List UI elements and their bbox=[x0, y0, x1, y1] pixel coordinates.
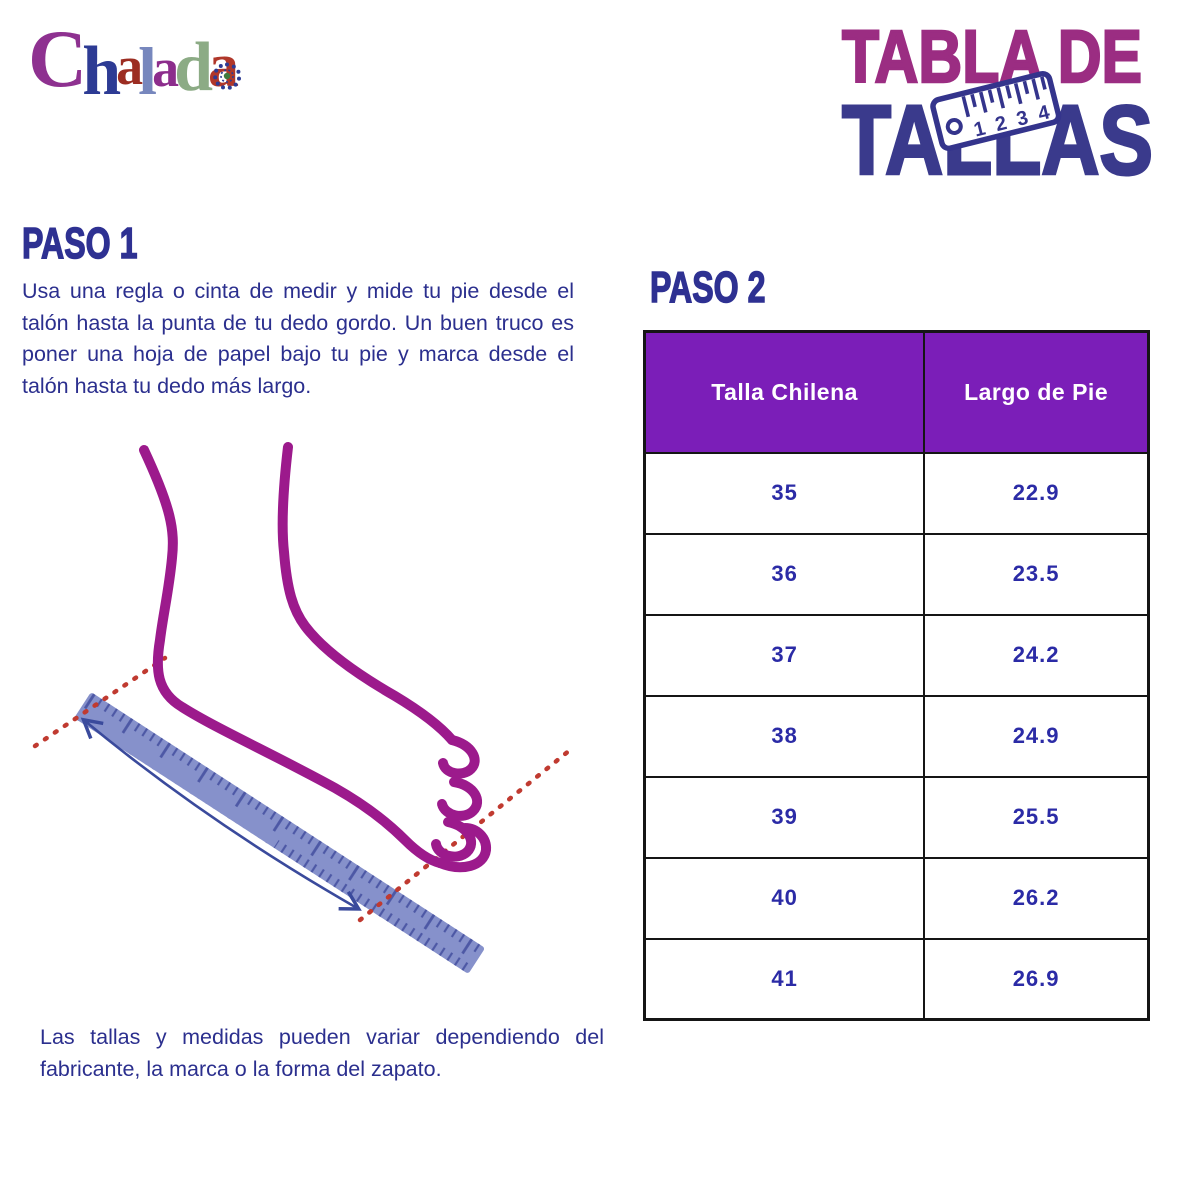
title-line-1: TABLA DE bbox=[841, 15, 1143, 98]
logo-letter-2: a bbox=[116, 36, 143, 96]
size-table-row: 35 22.9 bbox=[643, 451, 1150, 535]
size-table-row: 37 24.2 bbox=[643, 613, 1150, 697]
size-cell: 37 bbox=[643, 613, 926, 697]
logo-letter-3: l bbox=[138, 33, 157, 109]
brand-logo-letters: Chalada bbox=[28, 18, 239, 107]
foot-length-cell: 22.9 bbox=[923, 451, 1150, 535]
foot-outline bbox=[139, 442, 492, 873]
ruler-icon: 1 2 3 4 bbox=[930, 70, 1062, 152]
foot-length-cell: 23.5 bbox=[923, 532, 1150, 616]
logo-letter-5: d bbox=[174, 29, 213, 106]
paso1-heading: PASO 1 bbox=[21, 219, 138, 268]
size-cell: 36 bbox=[643, 532, 926, 616]
svg-text:3: 3 bbox=[1014, 107, 1030, 131]
svg-text:2: 2 bbox=[993, 112, 1009, 136]
size-cell: 35 bbox=[643, 451, 926, 535]
foot-length-cell: 24.2 bbox=[923, 613, 1150, 697]
page-title: TABLA DE TALLAS 1 bbox=[841, 15, 1154, 220]
size-table-row: 36 23.5 bbox=[643, 532, 1150, 616]
size-table-header-row: Talla Chilena Largo de Pie bbox=[643, 330, 1150, 454]
size-table-row: 41 26.9 bbox=[643, 937, 1150, 1021]
size-cell: 40 bbox=[643, 856, 926, 940]
flower-icon bbox=[213, 62, 241, 90]
size-table-row: 40 26.2 bbox=[643, 856, 1150, 940]
measuring-ruler bbox=[74, 692, 486, 974]
length-arrow bbox=[80, 717, 362, 911]
size-table-row: 39 25.5 bbox=[643, 775, 1150, 859]
size-table: Talla Chilena Largo de Pie 35 22.9 36 23… bbox=[643, 330, 1150, 1021]
paso1-instructions: Usa una regla o cinta de medir y mide tu… bbox=[22, 279, 574, 398]
logo-letter-0: C bbox=[28, 13, 87, 104]
foot-length-cell: 25.5 bbox=[923, 775, 1150, 859]
svg-text:1: 1 bbox=[972, 117, 988, 141]
column-header-talla-chilena: Talla Chilena bbox=[643, 330, 926, 454]
foot-length-cell: 26.2 bbox=[923, 856, 1150, 940]
foot-length-cell: 26.9 bbox=[923, 937, 1150, 1021]
size-cell: 39 bbox=[643, 775, 926, 859]
heel-guide-dotted-line bbox=[32, 655, 168, 749]
size-cell: 41 bbox=[643, 937, 926, 1021]
paso2-heading: PASO 2 bbox=[649, 263, 766, 312]
size-cell: 38 bbox=[643, 694, 926, 778]
foot-measurement-illustration bbox=[32, 442, 573, 974]
brand-logo: Chalada bbox=[28, 18, 348, 118]
size-table-row: 38 24.9 bbox=[643, 694, 1150, 778]
foot-length-cell: 24.9 bbox=[923, 694, 1150, 778]
disclaimer-text: Las tallas y medidas pueden variar depen… bbox=[40, 1025, 604, 1081]
size-table-container: Talla Chilena Largo de Pie 35 22.9 36 23… bbox=[643, 330, 1150, 1021]
column-header-largo-de-pie: Largo de Pie bbox=[923, 330, 1150, 454]
logo-letter-1: h bbox=[82, 33, 121, 110]
logo-letter-4: a bbox=[152, 38, 179, 98]
